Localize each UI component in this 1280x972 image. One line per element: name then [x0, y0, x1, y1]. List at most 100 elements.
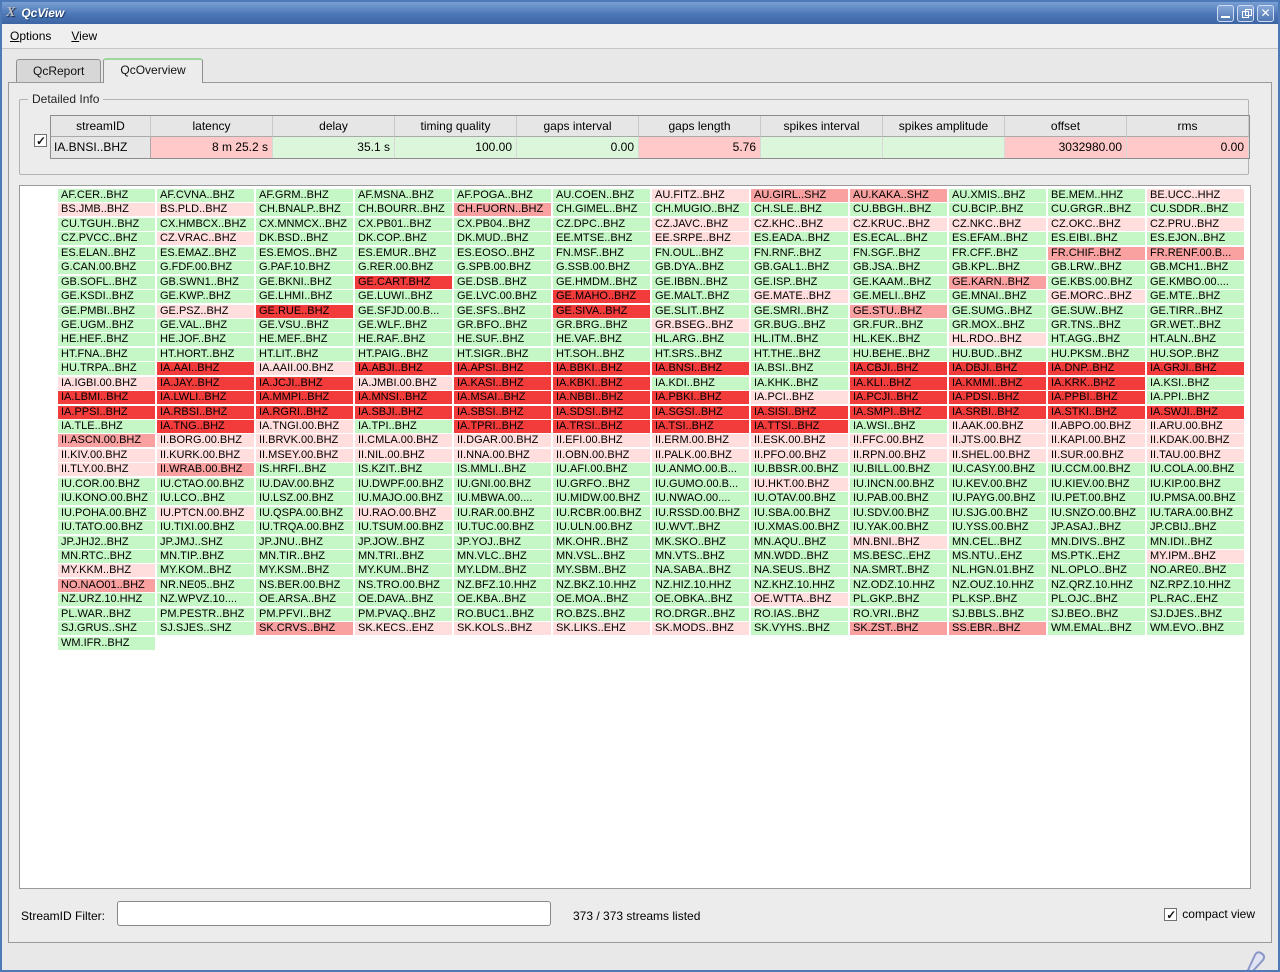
stream-cell[interactable]: GE.ISP..BHZ: [751, 275, 848, 289]
stream-cell[interactable]: SK.KECS..EHZ: [355, 622, 452, 636]
column-header[interactable]: rms: [1127, 116, 1249, 137]
stream-cell[interactable]: SJ.GRUS..SHZ: [58, 622, 155, 636]
stream-cell[interactable]: HT.THE..BHZ: [751, 347, 848, 361]
titlebar[interactable]: X QcView ✕: [2, 2, 1278, 24]
stream-cell[interactable]: IU.BILL.00.BHZ: [850, 463, 947, 477]
stream-cell[interactable]: NZ.RPZ.10.HHZ: [1147, 578, 1244, 592]
stream-cell[interactable]: MN.WDD..BHZ: [751, 549, 848, 563]
stream-cell[interactable]: FN.SGF..BHZ: [850, 246, 947, 260]
stream-cell[interactable]: ES.EIBI..BHZ: [1048, 232, 1145, 246]
stream-cell[interactable]: BE.UCC..HHZ: [1147, 189, 1244, 202]
stream-cell[interactable]: CH.BOURR..BHZ: [355, 203, 452, 217]
stream-cell[interactable]: HL.RDO..BHZ: [949, 333, 1046, 347]
stream-cell[interactable]: CH.BNALP..BHZ: [256, 203, 353, 217]
stream-cell[interactable]: IA.TNG..BHZ: [157, 420, 254, 433]
stream-cell[interactable]: IU.SJG.00.BHZ: [949, 506, 1046, 520]
stream-cell[interactable]: IU.CASY.00.BHZ: [949, 463, 1046, 477]
stream-cell[interactable]: II.NIL.00.BHZ: [355, 448, 452, 462]
stream-cell[interactable]: GE.HMDM..BHZ: [553, 275, 650, 289]
stream-cell[interactable]: CZ.NKC..BHZ: [949, 217, 1046, 231]
stream-cell[interactable]: IA.RBSI..BHZ: [157, 405, 254, 419]
stream-cell[interactable]: MN.BNI..BHZ: [850, 535, 947, 549]
stream-cell[interactable]: AF.CER..BHZ: [58, 189, 155, 202]
stream-cell[interactable]: II.PFO.00.BHZ: [751, 448, 848, 462]
stream-cell[interactable]: IA.TNGI.00.BHZ: [256, 420, 353, 433]
stream-cell[interactable]: MY.KUM..BHZ: [355, 564, 452, 578]
column-header[interactable]: spikes amplitude: [883, 116, 1005, 137]
stream-cell[interactable]: HL.KEK..BHZ: [850, 333, 947, 347]
stream-cell[interactable]: MK.SKO..BHZ: [652, 535, 749, 549]
column-header[interactable]: delay: [273, 116, 395, 137]
stream-cell[interactable]: IA.WSI..BHZ: [850, 420, 947, 433]
stream-cell[interactable]: IU.GUMO.00.B...: [652, 477, 749, 491]
stream-cell[interactable]: GR.FUR..BHZ: [850, 318, 947, 332]
stream-cell[interactable]: IA.KDI..BHZ: [652, 376, 749, 390]
stream-cell[interactable]: IU.YSS.00.BHZ: [949, 521, 1046, 535]
stream-cell[interactable]: II.KIV.00.BHZ: [58, 448, 155, 462]
stream-cell[interactable]: GE.SMRI..BHZ: [751, 304, 848, 318]
stream-cell[interactable]: II.BORG.00.BHZ: [157, 434, 254, 448]
stream-cell[interactable]: AU.FITZ..BHZ: [652, 189, 749, 202]
stream-cell[interactable]: IA.TSI..BHZ: [652, 420, 749, 433]
stream-cell[interactable]: IA.SISI..BHZ: [751, 405, 848, 419]
stream-cell[interactable]: IA.BBKI..BHZ: [553, 362, 650, 376]
stream-cell[interactable]: HT.PAIG..BHZ: [355, 347, 452, 361]
stream-cell[interactable]: II.MSEY.00.BHZ: [256, 448, 353, 462]
stream-cell[interactable]: IA.GRJI..BHZ: [1147, 362, 1244, 376]
stream-cell[interactable]: HT.HORT..BHZ: [157, 347, 254, 361]
stream-cell[interactable]: NO.NAO01..BHZ: [58, 578, 155, 592]
stream-cell[interactable]: PL.KSP..BHZ: [949, 593, 1046, 607]
stream-cell[interactable]: NA.SABA..BHZ: [652, 564, 749, 578]
stream-cell[interactable]: DK.MUD..BHZ: [454, 232, 551, 246]
stream-cell[interactable]: AU.XMIS..BHZ: [949, 189, 1046, 202]
stream-cell[interactable]: IA.MNSI..BHZ: [355, 391, 452, 405]
stream-cell[interactable]: IU.SBA.00.BHZ: [751, 506, 848, 520]
stream-cell[interactable]: GE.VSU..BHZ: [256, 318, 353, 332]
stream-cell[interactable]: MY.LDM..BHZ: [454, 564, 551, 578]
stream-cell[interactable]: II.ERM.00.BHZ: [652, 434, 749, 448]
stream-cell[interactable]: IA.KMMI..BHZ: [949, 376, 1046, 390]
stream-cell[interactable]: MN.RTC..BHZ: [58, 549, 155, 563]
stream-cell[interactable]: PL.WAR..BHZ: [58, 607, 155, 621]
stream-cell[interactable]: IU.SDV.00.BHZ: [850, 506, 947, 520]
stream-cell[interactable]: IU.SNZO.00.BHZ: [1048, 506, 1145, 520]
stream-cell[interactable]: HE.JOF..BHZ: [157, 333, 254, 347]
stream-cell[interactable]: IA.KLI..BHZ: [850, 376, 947, 390]
stream-cell[interactable]: IU.ANMO.00.B...: [652, 463, 749, 477]
stream-cell[interactable]: GB.JSA..BHZ: [850, 261, 947, 275]
stream-cell[interactable]: CZ.KHC..BHZ: [751, 217, 848, 231]
stream-cell[interactable]: NZ.WPVZ.10....: [157, 593, 254, 607]
stream-cell[interactable]: OE.WTTA..BHZ: [751, 593, 848, 607]
stream-cell[interactable]: FN.OUL..BHZ: [652, 246, 749, 260]
stream-cell[interactable]: IU.TARA.00.BHZ: [1147, 506, 1244, 520]
stream-cell[interactable]: IU.KIEV.00.BHZ: [1048, 477, 1145, 491]
stream-cell[interactable]: GE.LVC.00.BHZ: [454, 290, 551, 304]
stream-cell[interactable]: II.ABPO.00.BHZ: [1048, 420, 1145, 433]
stream-cell[interactable]: IA.TLE..BHZ: [58, 420, 155, 433]
streamid-filter-input[interactable]: [117, 901, 551, 926]
stream-cell[interactable]: II.SHEL.00.BHZ: [949, 448, 1046, 462]
stream-cell[interactable]: GE.SUMG..BHZ: [949, 304, 1046, 318]
column-header[interactable]: timing quality: [395, 116, 517, 137]
stream-cell[interactable]: MS.NTU..EHZ: [949, 549, 1046, 563]
stream-cell[interactable]: II.JTS.00.BHZ: [949, 434, 1046, 448]
stream-cell[interactable]: RO.DRGR..BHZ: [652, 607, 749, 621]
stream-cell[interactable]: OE.OBKA..BHZ: [652, 593, 749, 607]
column-header[interactable]: offset: [1005, 116, 1127, 137]
stream-cell[interactable]: IA.PPSI..BHZ: [58, 405, 155, 419]
stream-cell[interactable]: GE.RUE..BHZ: [256, 304, 353, 318]
stream-cell[interactable]: IA.PDSI..BHZ: [949, 391, 1046, 405]
stream-cell[interactable]: SS.EBR..BHZ: [949, 622, 1046, 636]
stream-cell[interactable]: CX.MNMCX..BHZ: [256, 217, 353, 231]
stream-cell[interactable]: GE.KARN..BHZ: [949, 275, 1046, 289]
stream-cell[interactable]: AF.MSNA..BHZ: [355, 189, 452, 202]
stream-cell[interactable]: NZ.HIZ.10.HHZ: [652, 578, 749, 592]
stream-cell[interactable]: NO.ARE0..BHZ: [1147, 564, 1244, 578]
stream-cell[interactable]: MS.BESC..EHZ: [850, 549, 947, 563]
stream-cell[interactable]: ES.EOSO..BHZ: [454, 246, 551, 260]
stream-cell[interactable]: NS.BER.00.BHZ: [256, 578, 353, 592]
stream-cell[interactable]: GB.GAL1..BHZ: [751, 261, 848, 275]
stream-cell[interactable]: GE.STU..BHZ: [850, 304, 947, 318]
stream-cell[interactable]: GE.LHMI..BHZ: [256, 290, 353, 304]
stream-cell[interactable]: IA.SGSI..BHZ: [652, 405, 749, 419]
